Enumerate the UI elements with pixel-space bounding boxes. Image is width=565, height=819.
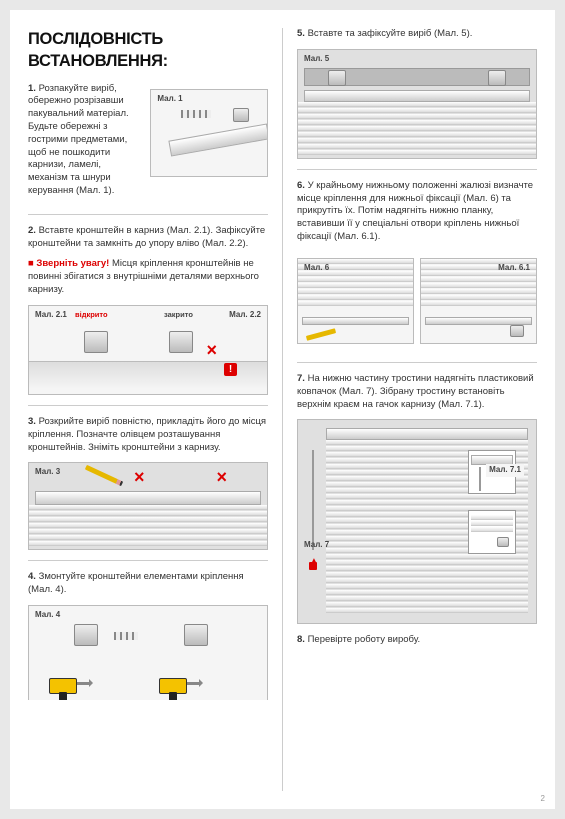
bracket-closed-icon: [169, 331, 193, 353]
fig-1-label: Мал. 1: [157, 94, 182, 105]
warning-icon: ■ Зверніть увагу!: [28, 258, 109, 269]
cross-icon: ×: [216, 465, 227, 489]
step-2: 2. Вставте кронштейн в карниз (Мал. 2.1)…: [28, 225, 268, 251]
fig-2-1-label: Мал. 2.1: [35, 310, 67, 321]
step-8-text: Перевірте роботу виробу.: [308, 634, 421, 645]
blinds-icon: [29, 505, 267, 549]
step-5-num: 5.: [297, 28, 305, 39]
fig-2: Мал. 2.1 відкрито закрито Мал. 2.2 ! ×: [28, 305, 268, 395]
detail-inset-icon: [468, 510, 516, 554]
drill-icon: [159, 668, 201, 700]
fig-3: Мал. 3 × ×: [28, 462, 268, 550]
step-7-text: На нижню частину тростини надягніть плас…: [297, 373, 534, 410]
step-6: 6. У крайньому нижньому положенні жалюзі…: [297, 180, 537, 244]
top-rail-icon: [326, 428, 528, 440]
step-4: 4. Змонтуйте кронштейни елементами кріпл…: [28, 571, 268, 597]
top-rail-icon: [304, 90, 530, 102]
step-1: 1. Розпакуйте виріб, обережно розрізавши…: [28, 83, 141, 198]
step-7-num: 7.: [297, 373, 305, 384]
step-8: 8. Перевірте роботу виробу.: [297, 634, 537, 647]
fig-4-label: Мал. 4: [35, 610, 60, 621]
bracket-icon: [233, 108, 249, 122]
open-label: відкрито: [75, 310, 108, 320]
fig-7-1-label: Мал. 7.1: [486, 464, 524, 477]
bottom-rail-icon: [425, 317, 532, 325]
cross-icon: ×: [206, 338, 217, 362]
page: ПОСЛІДОВНІСТЬ ВСТАНОВЛЕННЯ: 1. Розпакуйт…: [10, 10, 555, 809]
fig-6-label: Мал. 6: [304, 263, 329, 274]
drill-icon: [49, 668, 91, 700]
alert-icon: !: [224, 363, 237, 376]
divider-icon: [28, 405, 268, 406]
cross-icon: ×: [134, 465, 145, 489]
step-2-warning: ■ Зверніть увагу! Місця кріплення кроншт…: [28, 258, 268, 296]
step-3-text: Розкрийте виріб повністю, прикладіть йог…: [28, 416, 266, 453]
step-3: 3. Розкрийте виріб повністю, прикладіть …: [28, 416, 268, 454]
bottom-bracket-icon: [510, 325, 524, 337]
arrow-up-icon: ▲: [309, 555, 319, 569]
divider-icon: [28, 560, 268, 561]
fig-5-label: Мал. 5: [304, 54, 329, 65]
fig-7-label: Мал. 7: [304, 540, 329, 551]
bracket-open-icon: [84, 331, 108, 353]
fig-6-1-label: Мал. 6.1: [498, 263, 530, 274]
fig-7: Мал. 7.1 Мал. 7 ▲: [297, 419, 537, 624]
pencil-icon: [306, 328, 336, 341]
screws-icon: [114, 632, 138, 640]
step-1-text: Розпакуйте виріб, обережно розрізавши па…: [28, 83, 129, 197]
divider-icon: [297, 169, 537, 170]
divider-icon: [28, 214, 268, 215]
fig-6: Мал. 6: [297, 258, 414, 344]
blinds-icon: [298, 102, 536, 158]
step-5-text: Вставте та зафіксуйте виріб (Мал. 5).: [308, 28, 473, 39]
right-column: 5. Вставте та зафіксуйте виріб (Мал. 5).…: [283, 10, 555, 809]
step-2-text: Вставте кронштейн в карниз (Мал. 2.1). З…: [28, 225, 265, 249]
left-column: ПОСЛІДОВНІСТЬ ВСТАНОВЛЕННЯ: 1. Розпакуйт…: [10, 10, 282, 809]
step-6-text: У крайньому нижньому положенні жалюзі ви…: [297, 180, 533, 242]
bracket-icon: [488, 70, 506, 86]
divider-icon: [297, 362, 537, 363]
step-4-text: Змонтуйте кронштейни елементами кріпленн…: [28, 571, 244, 595]
wand-icon: [312, 450, 314, 550]
fig-6-row: Мал. 6 Мал. 6.1: [297, 252, 537, 354]
fig-1: Мал. 1: [150, 89, 268, 177]
fig-5: Мал. 5: [297, 49, 537, 159]
closed-label: закрито: [164, 310, 193, 320]
page-title: ПОСЛІДОВНІСТЬ ВСТАНОВЛЕННЯ:: [28, 28, 268, 73]
fig-3-label: Мал. 3: [35, 467, 60, 478]
step-8-num: 8.: [297, 634, 305, 645]
fig-2-2-label: Мал. 2.2: [229, 310, 261, 321]
step-6-num: 6.: [297, 180, 305, 191]
fig-4: Мал. 4: [28, 605, 268, 700]
step-5: 5. Вставте та зафіксуйте виріб (Мал. 5).: [297, 28, 537, 41]
bracket-icon: [184, 624, 208, 646]
rail-icon: [169, 123, 268, 156]
step-7: 7. На нижню частину тростини надягніть п…: [297, 373, 537, 411]
bracket-icon: [328, 70, 346, 86]
step-4-num: 4.: [28, 571, 36, 582]
screws-icon: [181, 110, 211, 118]
bottom-rail-icon: [302, 317, 409, 325]
step-1-num: 1.: [28, 83, 36, 94]
bracket-icon: [74, 624, 98, 646]
fig-6-1: Мал. 6.1: [420, 258, 537, 344]
step-2-num: 2.: [28, 225, 36, 236]
step-3-num: 3.: [28, 416, 36, 427]
top-rail-icon: [35, 491, 261, 505]
